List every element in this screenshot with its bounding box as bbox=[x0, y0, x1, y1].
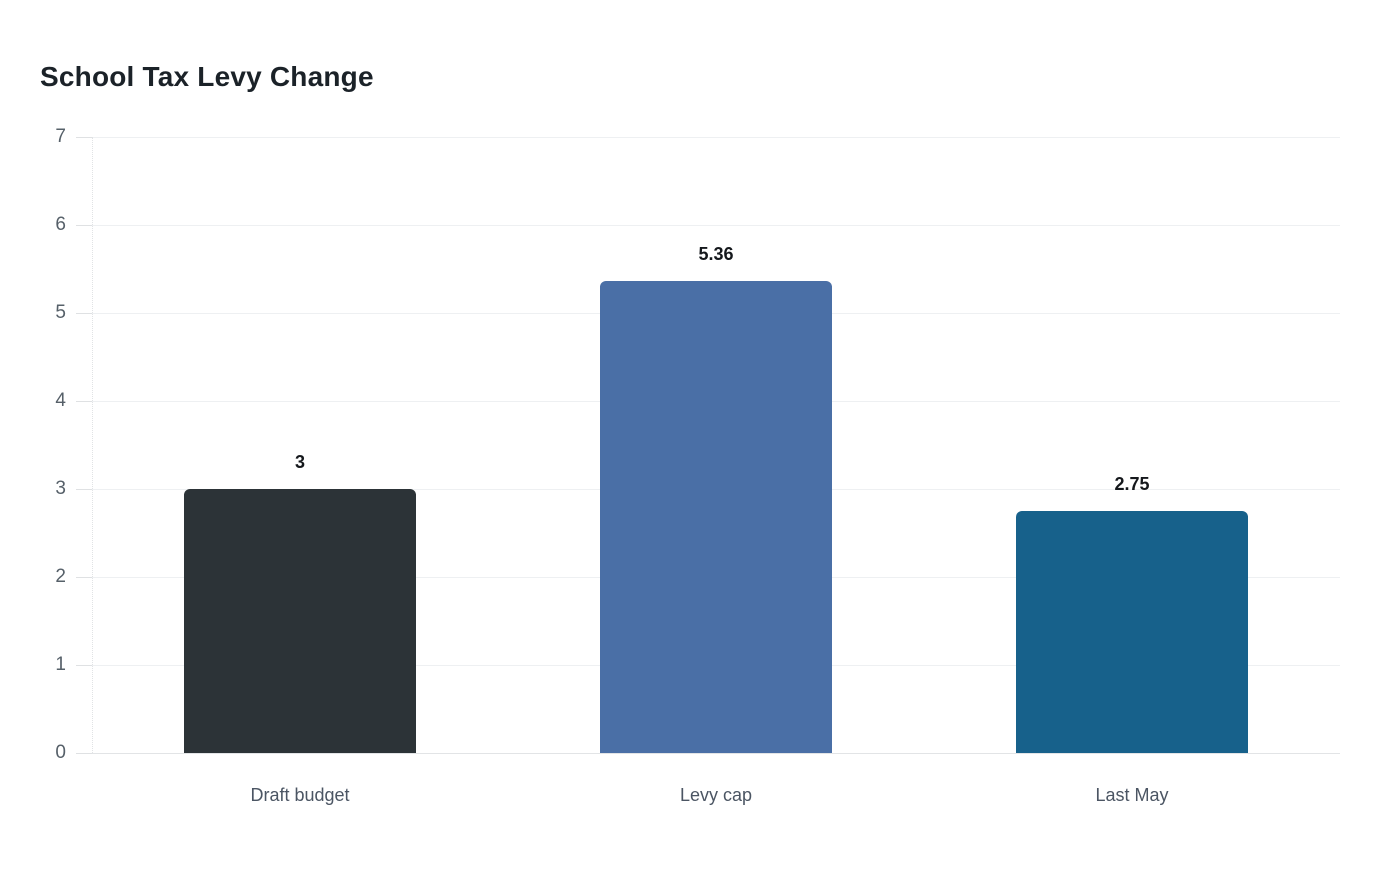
y-tick-mark-0 bbox=[76, 753, 92, 754]
bar-value-label-last-may: 2.75 bbox=[1114, 474, 1150, 494]
bar-draft-budget[interactable] bbox=[184, 489, 416, 753]
gridline-y-7 bbox=[92, 137, 1340, 138]
bar-value-label-levy-cap: 5.36 bbox=[698, 244, 734, 264]
y-tick-mark-2 bbox=[76, 577, 92, 578]
x-category-label-draft-budget: Draft budget bbox=[250, 785, 350, 805]
y-tick-mark-1 bbox=[76, 665, 92, 666]
y-tick-mark-5 bbox=[76, 313, 92, 314]
y-tick-mark-7 bbox=[76, 137, 92, 138]
y-tick-label-0: 0 bbox=[55, 742, 66, 763]
bar-value-label-draft-budget: 3 bbox=[294, 452, 305, 472]
x-category-label-levy-cap: Levy cap bbox=[679, 785, 753, 805]
bar-last-may[interactable] bbox=[1016, 511, 1248, 753]
y-tick-label-3: 3 bbox=[55, 478, 66, 499]
y-axis-line bbox=[92, 137, 93, 753]
gridline-y-0 bbox=[92, 753, 1340, 754]
y-tick-label-4: 4 bbox=[55, 390, 66, 411]
x-category-label-last-may: Last May bbox=[1095, 785, 1169, 805]
y-tick-mark-6 bbox=[76, 225, 92, 226]
y-tick-label-5: 5 bbox=[55, 302, 66, 323]
y-tick-label-6: 6 bbox=[55, 214, 66, 235]
y-tick-mark-4 bbox=[76, 401, 92, 402]
y-tick-label-7: 7 bbox=[55, 126, 66, 147]
gridline-y-6 bbox=[92, 225, 1340, 226]
y-tick-label-2: 2 bbox=[55, 566, 66, 587]
bar-levy-cap[interactable] bbox=[600, 281, 832, 753]
y-tick-label-1: 1 bbox=[55, 654, 66, 675]
chart-title: School Tax Levy Change bbox=[40, 61, 374, 92]
y-tick-mark-3 bbox=[76, 489, 92, 490]
